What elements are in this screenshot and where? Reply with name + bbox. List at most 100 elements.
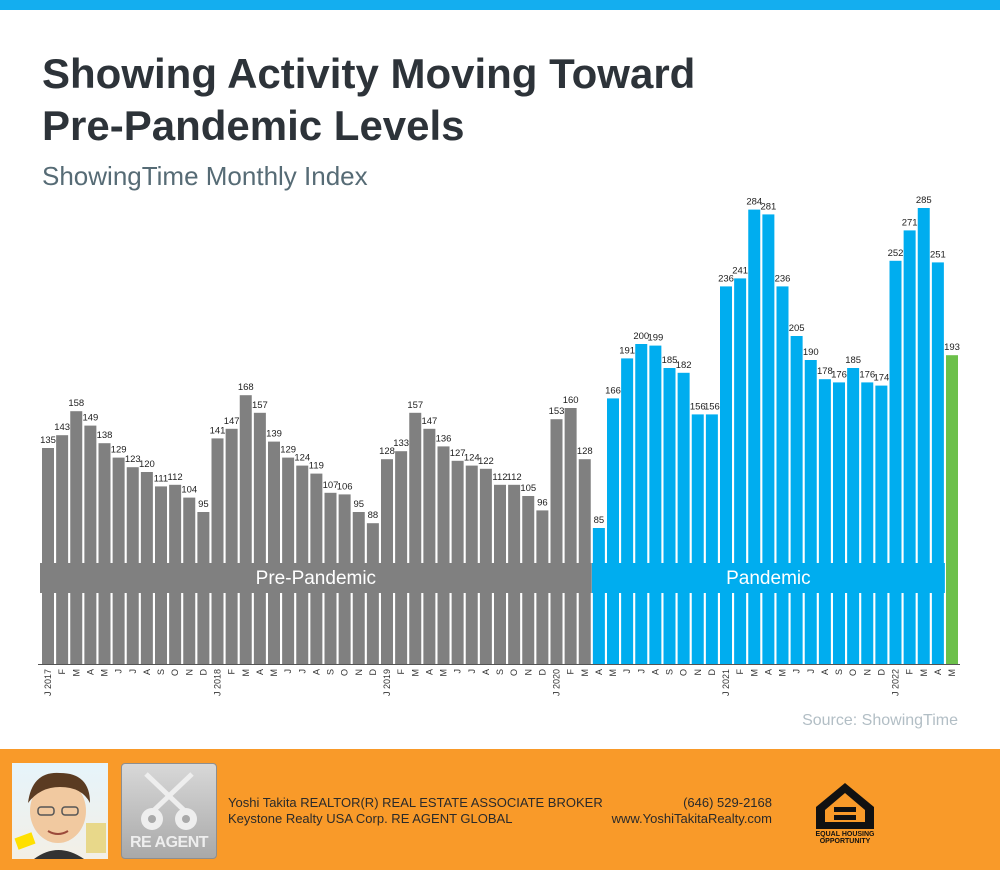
equal-housing-icon (816, 783, 874, 829)
data-label: 106 (337, 481, 353, 492)
bar (268, 441, 280, 664)
data-label: 185 (845, 355, 861, 366)
data-label: 160 (563, 395, 579, 406)
x-tick-label: M (269, 669, 279, 677)
bar (607, 398, 619, 664)
source-note: Source: ShowingTime (802, 712, 958, 729)
data-label: 85 (594, 515, 605, 526)
data-label: 176 (859, 369, 875, 380)
eho-line-2: OPPORTUNITY (819, 838, 871, 845)
bar (621, 358, 634, 664)
data-label: 285 (916, 195, 932, 206)
bar (804, 360, 817, 664)
x-tick-label: A (85, 669, 95, 675)
data-label: 129 (280, 445, 296, 456)
data-label: 182 (676, 360, 692, 371)
bar (282, 457, 295, 664)
data-label: 88 (368, 510, 379, 521)
data-label: 139 (266, 429, 282, 440)
x-tick-label: J (636, 669, 646, 674)
x-tick-label: D (537, 669, 547, 676)
chart-subtitle: ShowingTime Monthly Index (42, 161, 368, 191)
x-tick-label: O (848, 669, 858, 676)
x-tick-label: N (862, 669, 872, 676)
x-tick-label: J (114, 669, 124, 674)
x-tick-label: M (608, 669, 618, 677)
data-label: 133 (393, 438, 409, 449)
data-label: 124 (294, 453, 310, 464)
data-label: 127 (450, 448, 466, 459)
data-label: 95 (353, 499, 364, 510)
data-label: 166 (605, 385, 621, 396)
bar (663, 368, 676, 664)
x-tick-label: J (283, 669, 293, 674)
x-tick-label: J 2021 (721, 669, 731, 696)
equal-housing-label: EQUAL HOUSING OPPORTUNITY (812, 831, 878, 845)
data-label: 168 (238, 382, 254, 393)
bar (946, 355, 958, 664)
x-tick-label: D (368, 669, 378, 676)
website-link[interactable]: www.YoshiTakitaRealty.com (611, 811, 772, 826)
bar (931, 262, 944, 664)
data-label: 284 (746, 197, 762, 208)
bar (451, 460, 464, 664)
bar (437, 446, 450, 664)
x-tick-label: A (142, 669, 152, 675)
caricature-icon (14, 772, 106, 859)
bar (112, 457, 125, 664)
x-tick-label: J 2022 (891, 669, 901, 696)
title-line-1: Showing Activity Moving Toward (42, 50, 696, 97)
bar (409, 412, 422, 664)
x-tick-label: M (749, 669, 759, 677)
x-tick-label: J (792, 669, 802, 674)
bar (98, 443, 111, 664)
bar (875, 385, 888, 664)
x-tick-label: O (509, 669, 519, 676)
x-tick-label: F (905, 669, 915, 675)
bar (592, 528, 605, 664)
agent-name-line: Yoshi Takita REALTOR(R) REAL ESTATE ASSO… (228, 795, 603, 810)
bar (748, 209, 761, 664)
data-label: 112 (492, 472, 507, 483)
bar (225, 428, 238, 664)
x-tick-label: M (71, 669, 81, 677)
data-label: 271 (902, 217, 918, 228)
phone-number[interactable]: (646) 529-2168 (683, 795, 772, 810)
bar (578, 459, 591, 664)
data-label: 124 (464, 453, 480, 464)
bar (70, 411, 83, 664)
x-tick-label: F (396, 669, 406, 675)
data-label: 205 (789, 323, 805, 334)
data-label: 111 (154, 473, 168, 484)
data-label: 128 (379, 446, 395, 457)
data-label: 176 (831, 369, 847, 380)
x-tick-label: M (947, 669, 957, 677)
bar (395, 451, 408, 664)
agency-line: Keystone Realty USA Corp. RE AGENT GLOBA… (228, 811, 513, 826)
x-tick-label: M (100, 669, 110, 677)
x-tick-label: M (778, 669, 788, 677)
data-label: 112 (507, 472, 522, 483)
data-label: 104 (181, 485, 197, 496)
bar (550, 419, 563, 664)
bar-chart: Pre-Pandemic Pandemic13514315814913812912… (38, 195, 960, 696)
data-label: 178 (817, 366, 833, 377)
bar (42, 448, 54, 664)
footer-banner: RE AGENT Yoshi Takita REALTOR(R) REAL ES… (0, 749, 1000, 870)
data-label: 149 (82, 413, 98, 424)
data-label: 95 (198, 499, 209, 510)
bar (423, 428, 436, 664)
bar (705, 414, 718, 664)
x-tick-label: A (933, 669, 943, 675)
x-tick-label: D (707, 669, 717, 676)
period-label: Pre-Pandemic (256, 568, 376, 589)
data-label: 143 (54, 422, 70, 433)
data-label: 122 (478, 456, 494, 467)
x-tick-label: A (820, 669, 830, 675)
x-tick-label: J (467, 669, 477, 674)
data-label: 105 (520, 483, 536, 494)
x-tick-label: F (735, 669, 745, 675)
x-tick-label: D (198, 669, 208, 676)
data-label: 107 (323, 480, 339, 491)
x-tick-label: O (340, 669, 350, 676)
